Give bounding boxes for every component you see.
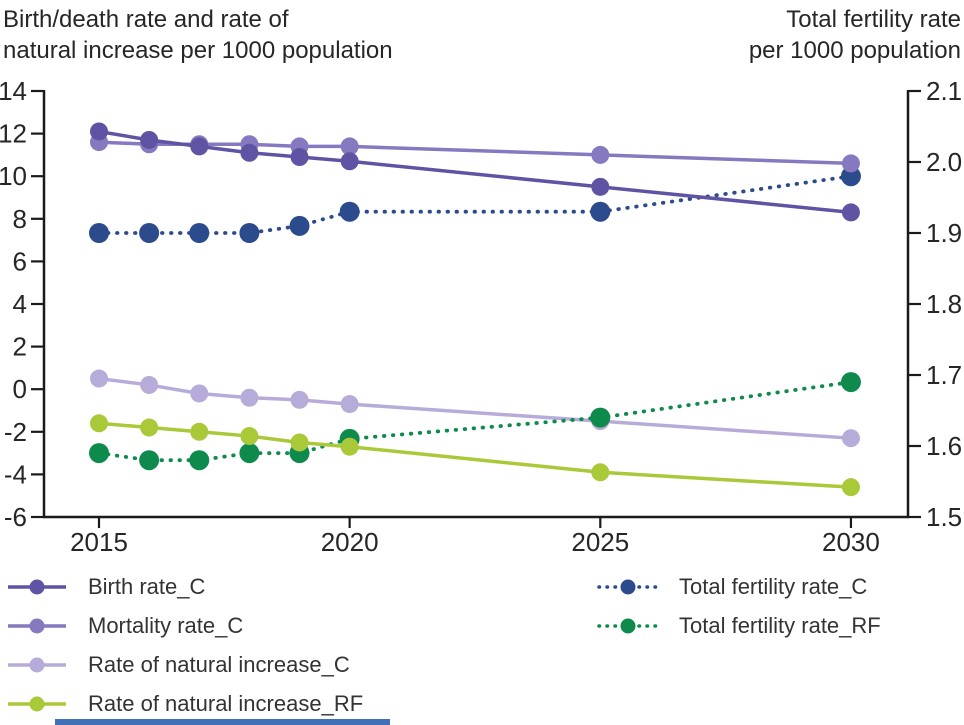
legend-item-fertility-rate-rf: Total fertility rate_RF (597, 611, 881, 641)
legend-item-natural-increase-rf: Rate of natural increase_RF (6, 689, 363, 719)
data-point (340, 152, 359, 171)
data-point (139, 223, 160, 243)
right-axis-tick-label: 1.5 (926, 502, 962, 532)
left-axis-tick-label: 0 (13, 374, 27, 404)
legend-marker-dot (620, 579, 636, 595)
fertility-rate-rf-dotted-marker (597, 618, 659, 634)
data-point (840, 372, 861, 393)
data-point (239, 443, 260, 464)
data-point (239, 223, 260, 243)
data-point (340, 395, 359, 414)
legend-marker-dot (29, 618, 45, 634)
mortality-rate-line-marker (8, 618, 66, 634)
left-axis-tick-label: 10 (0, 161, 27, 191)
right-axis-tick-label: 2.0 (926, 147, 962, 177)
left-axis-tick-label: 6 (13, 246, 27, 276)
legend-item-fertility-rate-c: Total fertility rate_C (597, 572, 881, 602)
data-point (189, 223, 210, 243)
data-point (190, 384, 209, 403)
natural-increase-c-line-marker (8, 657, 66, 673)
data-point (340, 437, 359, 456)
legend-label: Birth rate_C (88, 574, 206, 599)
legend-item-natural-increase-c: Rate of natural increase_C (6, 650, 363, 680)
right-axis-tick-label: 1.6 (926, 431, 962, 461)
data-point (189, 450, 210, 471)
data-point (590, 201, 611, 222)
data-point (240, 388, 259, 407)
birth-rate-line-marker (8, 579, 66, 595)
left-axis-tick-label: 12 (0, 119, 27, 149)
cropped-bottom-element-strip (55, 719, 390, 725)
x-axis-tick-label: 2020 (321, 527, 379, 557)
x-axis-tick-label: 2015 (70, 527, 128, 557)
data-point (89, 223, 109, 243)
right-axis-tick-label: 1.7 (926, 360, 962, 390)
x-axis-tick-label: 2025 (571, 527, 629, 557)
data-point (190, 137, 209, 156)
data-point (190, 422, 209, 441)
left-axis-tick-label: -4 (4, 459, 27, 489)
left-axis-title: Birth/death rate and rate of natural inc… (3, 4, 393, 66)
legend-marker-dot (620, 618, 636, 634)
data-point (841, 154, 860, 173)
data-point (139, 450, 160, 471)
legend-label: Rate of natural increase_C (88, 652, 350, 677)
data-point (290, 390, 309, 409)
data-point (340, 137, 359, 156)
series-line-4 (97, 174, 853, 235)
data-point (591, 177, 610, 196)
right-axis-title-line2: per 1000 population (748, 37, 961, 65)
data-point (140, 418, 159, 437)
legend-marker-dot (29, 657, 45, 673)
data-point (89, 443, 109, 464)
legend-right-column: Total fertility rate_C Total fertility r… (597, 572, 881, 641)
right-axis-tick-label: 2.1 (926, 76, 962, 106)
data-point (240, 427, 259, 446)
left-axis-tick-label: -6 (4, 502, 27, 532)
data-point (289, 215, 310, 236)
legend-marker-dot (29, 696, 45, 712)
data-point (240, 143, 259, 162)
legend-item-birth-rate-c: Birth rate_C (6, 572, 363, 602)
natural-increase-rf-line-marker (8, 696, 66, 712)
data-point (339, 201, 360, 222)
fertility-rate-c-dotted-marker (597, 579, 659, 595)
right-axis-tick-label: 1.8 (926, 289, 962, 319)
chart-plot-area: 14 12 10 8 6 4 2 0 -2 -4 -6 2.1 2.0 1.9 1.8 1.7 1.6 1.5 20… (0, 76, 962, 557)
left-axis-title-line2: natural increase per 1000 population (3, 37, 393, 65)
data-point (90, 369, 108, 388)
data-point (140, 130, 159, 149)
x-axis-tick-label: 2030 (822, 527, 880, 557)
data-point (840, 166, 861, 187)
left-axis-title-line1: Birth/death rate and rate of (3, 6, 289, 33)
data-point (90, 414, 108, 433)
data-point (841, 429, 860, 448)
right-axis-tick-label: 1.9 (926, 218, 962, 248)
legend-label: Rate of natural increase_RF (88, 691, 364, 716)
left-axis-tick-label: 14 (0, 76, 27, 106)
right-axis-title-line1: Total fertility rate (786, 6, 961, 33)
data-point (290, 433, 309, 452)
legend-label: Total fertility rate_RF (679, 613, 881, 638)
legend-item-mortality-rate-c: Mortality rate_C (6, 611, 363, 641)
left-axis-tick-label: 4 (13, 289, 27, 319)
data-point (841, 203, 860, 222)
left-axis-tick-label: 2 (13, 332, 27, 362)
legend-left-column: Birth rate_C Mortality rate_C Rate of na… (6, 572, 363, 719)
series-line-3 (98, 421, 852, 489)
data-point (590, 407, 611, 428)
left-axis-tick-label: -2 (4, 417, 27, 447)
right-axis-title: Total fertility rate per 1000 population (749, 4, 961, 66)
data-point (290, 148, 309, 167)
legend-label: Mortality rate_C (88, 613, 244, 638)
data-point (591, 463, 610, 482)
data-point (841, 478, 860, 497)
data-point (140, 375, 159, 394)
data-point (90, 122, 108, 141)
legend-label: Total fertility rate_C (679, 574, 868, 599)
series-line-1 (98, 140, 852, 166)
data-point (591, 145, 610, 164)
legend-marker-dot (29, 579, 45, 595)
left-axis-tick-label: 8 (13, 204, 27, 234)
